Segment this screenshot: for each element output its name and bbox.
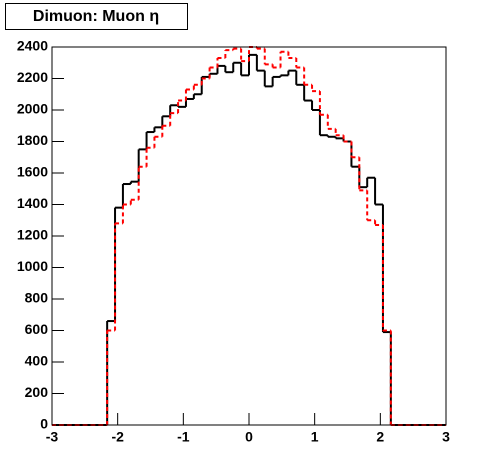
y-tick-label: 1600 <box>17 164 48 180</box>
y-tick-label: 400 <box>25 353 49 369</box>
x-tick-label: 3 <box>442 429 450 445</box>
chart-title: Dimuon: Muon η <box>33 8 159 25</box>
plot-frame <box>51 46 447 426</box>
y-tick-label: 0 <box>40 416 48 432</box>
x-tick-label: -3 <box>46 429 59 445</box>
y-tick-label: 1000 <box>17 258 48 274</box>
y-tick-label: 1800 <box>17 132 48 148</box>
y-tick-label: 200 <box>25 384 49 400</box>
x-tick-label: 0 <box>245 429 253 445</box>
x-tick-label: 2 <box>376 429 384 445</box>
x-tick-label: -2 <box>111 429 124 445</box>
y-tick-label: 800 <box>25 290 49 306</box>
y-tick-label: 2000 <box>17 101 48 117</box>
y-tick-label: 2200 <box>17 69 48 85</box>
x-tick-label: -1 <box>177 429 190 445</box>
y-tick-label: 600 <box>25 321 49 337</box>
x-tick-label: 1 <box>311 429 319 445</box>
y-tick-label: 1200 <box>17 227 48 243</box>
title-box <box>5 3 188 30</box>
y-tick-label: 1400 <box>17 195 48 211</box>
y-tick-label: 2400 <box>17 38 48 54</box>
